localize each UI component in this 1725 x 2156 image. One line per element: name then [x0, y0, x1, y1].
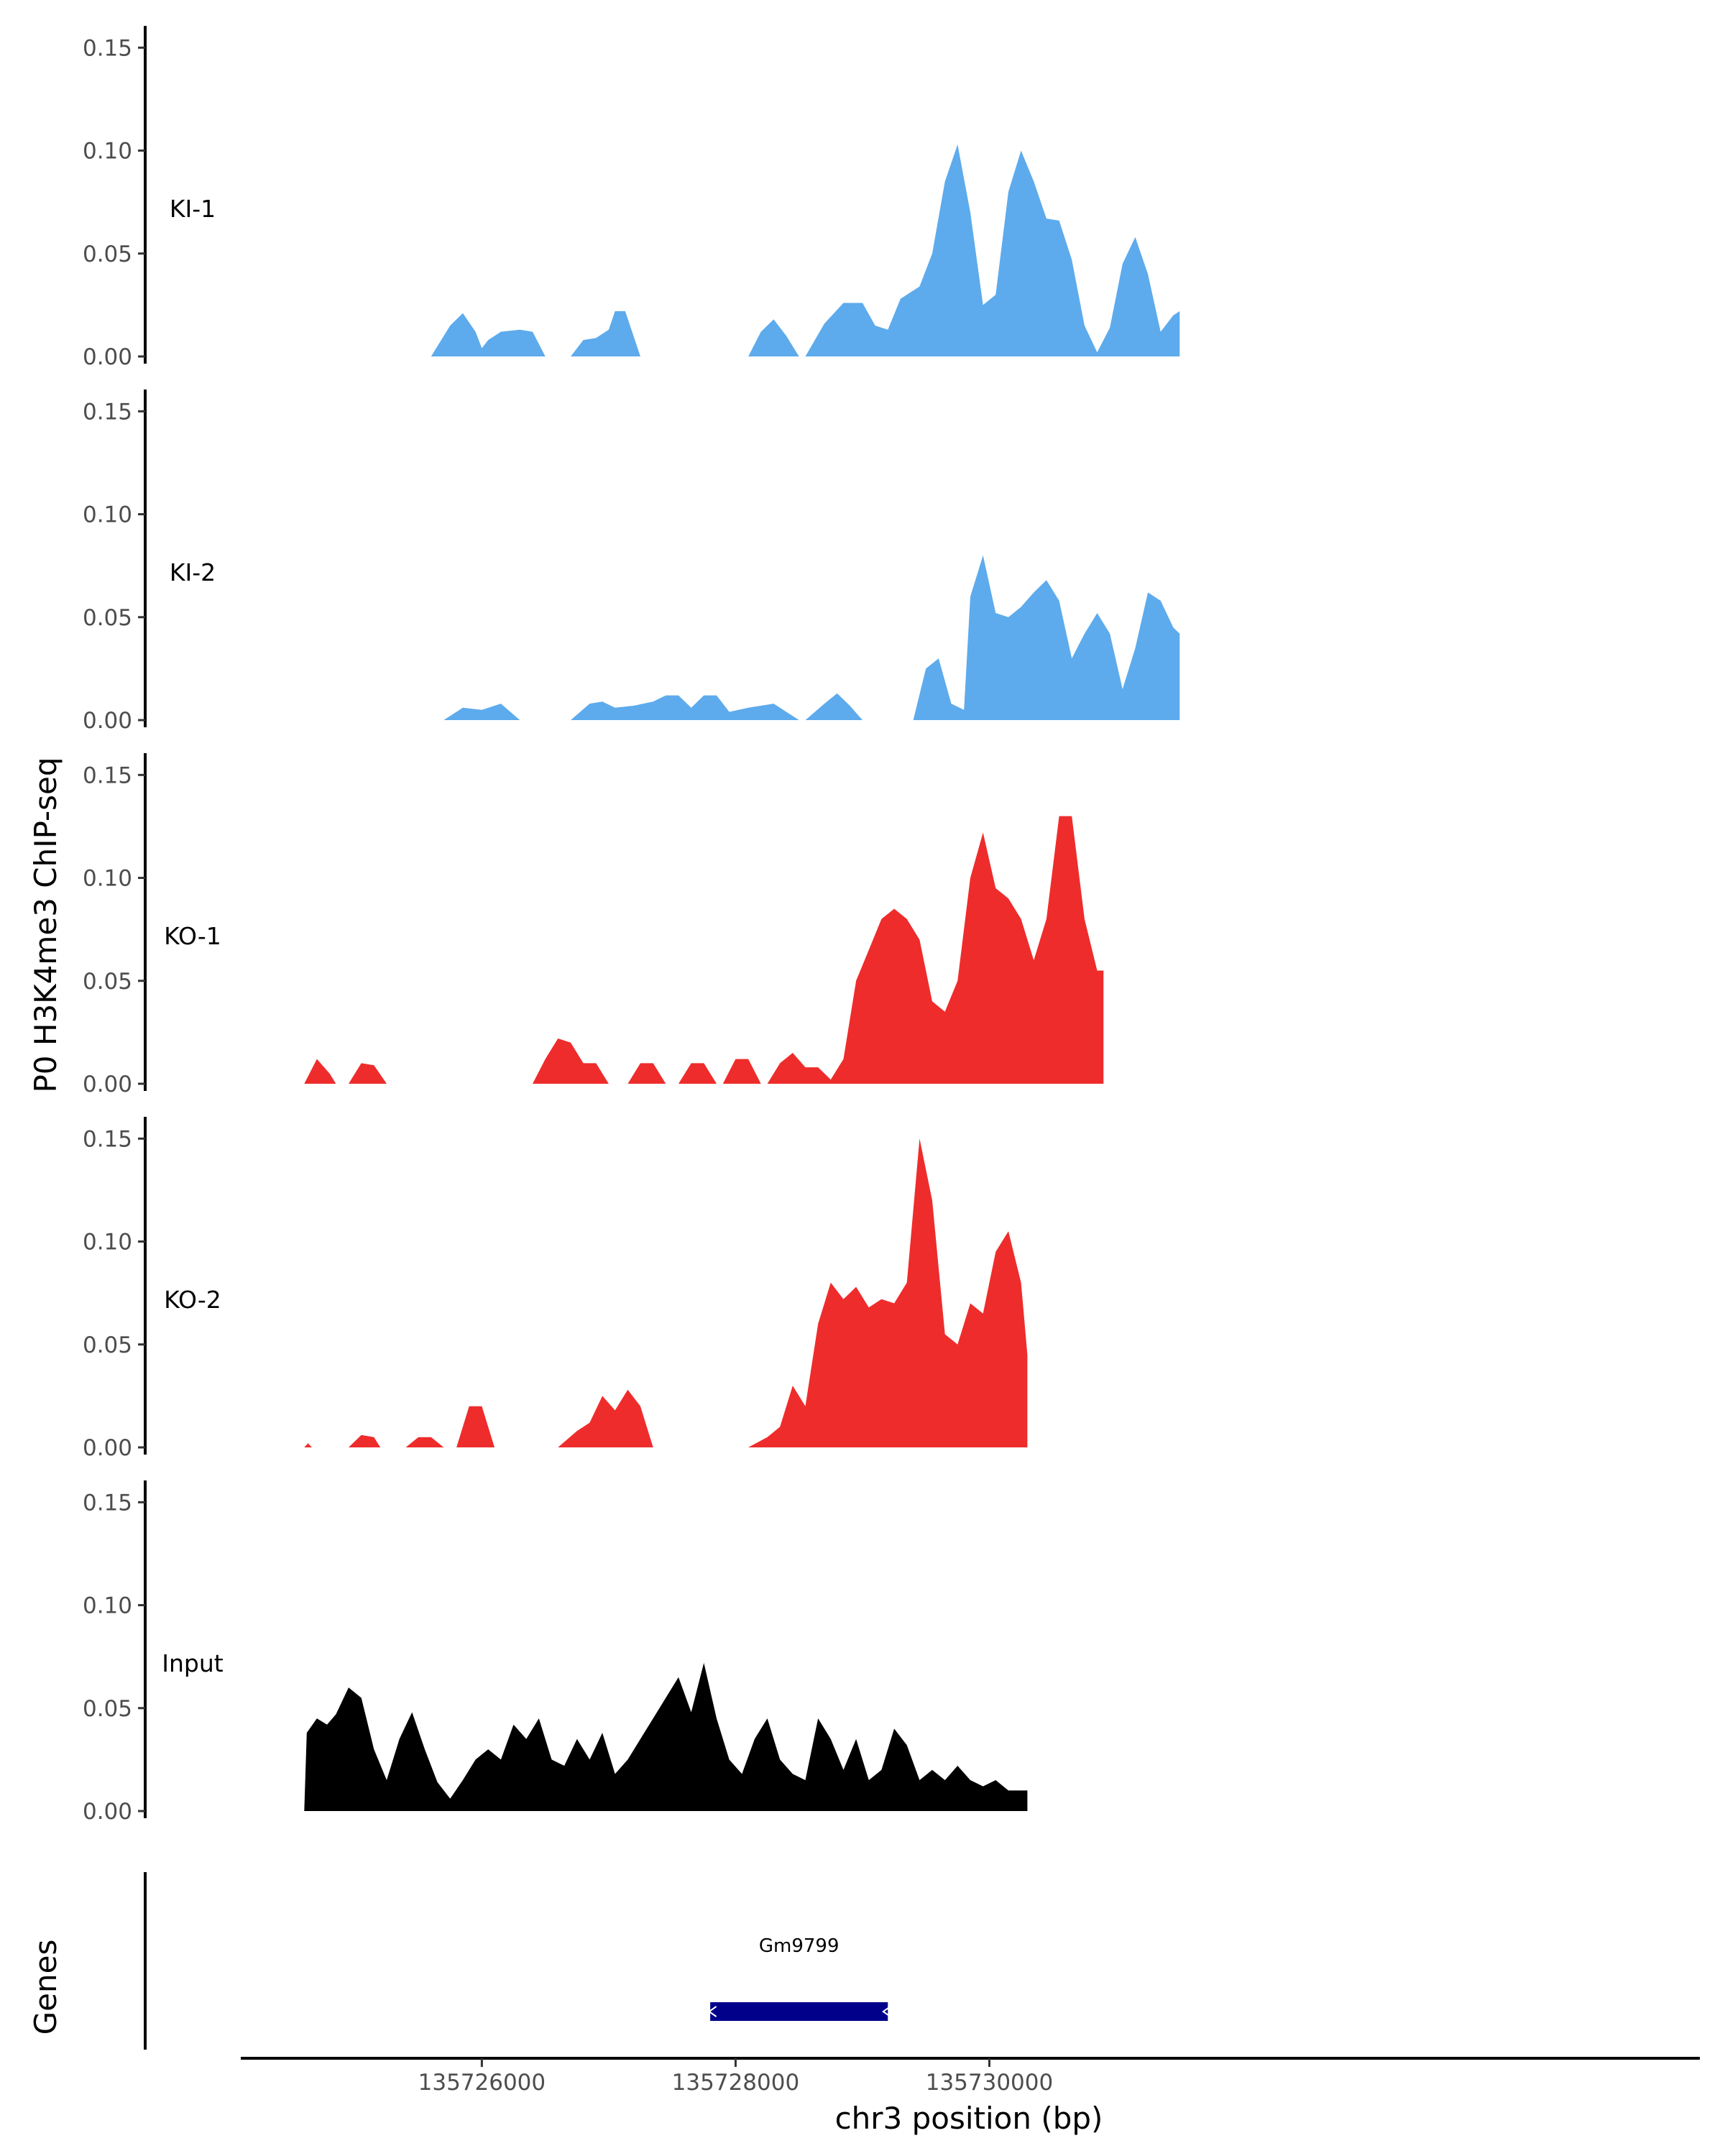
coverage-area [571, 311, 640, 356]
genes-axis-title: Genes [28, 1940, 63, 2035]
coverage-area [805, 144, 1180, 356]
y-tick-label: 0.10 [83, 139, 132, 165]
y-tick-label: 0.15 [83, 1490, 132, 1516]
coverage-area [571, 695, 799, 720]
y-tick-label: 0.05 [83, 1696, 132, 1722]
coverage-area [456, 1406, 494, 1447]
y-tick-label: 0.10 [83, 502, 132, 528]
y-tick-label: 0.15 [83, 763, 132, 788]
track-label: KO-2 [164, 1286, 221, 1314]
coverage-area [767, 816, 1104, 1084]
genes-panel: Gm9799 [144, 1872, 891, 2050]
track-ko-1: 0.00 0.05 0.10 0.15 KO-1 [83, 753, 1104, 1097]
x-axis-title: chr3 position (bp) [835, 2101, 1103, 2136]
y-tick-label: 0.00 [83, 1435, 132, 1461]
track-ki-2: 0.00 0.05 0.10 0.15 KI-2 [83, 390, 1180, 734]
y-tick-label: 0.00 [83, 1072, 132, 1097]
coverage-area [748, 1138, 1028, 1447]
track-label: Input [162, 1649, 224, 1677]
gene-body [710, 2002, 888, 2021]
coverage-area [304, 1059, 336, 1084]
coverage-area [443, 704, 520, 720]
y-axis-title: P0 H3K4me3 ChIP-seq [28, 757, 63, 1092]
x-tick-label: 135726000 [418, 2070, 546, 2096]
coverage-area [304, 1443, 312, 1447]
coverage-area [678, 1063, 717, 1084]
x-tick-label: 135728000 [672, 2070, 800, 2096]
y-tick-label: 0.00 [83, 708, 132, 734]
coverage-tracks: 0.00 0.05 0.10 0.15 KI-1 0.00 0.05 0.10 0.15 KI-2… [83, 26, 1180, 1825]
y-tick-label: 0.10 [83, 866, 132, 892]
coverage-area [431, 313, 546, 356]
y-tick-label: 0.15 [83, 1126, 132, 1152]
coverage-area [627, 1063, 666, 1084]
y-tick-label: 0.00 [83, 1799, 132, 1825]
y-tick-label: 0.10 [83, 1593, 132, 1619]
x-tick-label: 135730000 [926, 2070, 1054, 2096]
y-tick-label: 0.05 [83, 969, 132, 995]
coverage-area [349, 1063, 387, 1084]
track-label: KI-1 [170, 195, 216, 223]
coverage-area [304, 1662, 1028, 1811]
strand-arrow [707, 2006, 717, 2017]
y-tick-label: 0.10 [83, 1230, 132, 1256]
track-input: 0.00 0.05 0.10 0.15 Input [83, 1480, 1028, 1825]
track-label: KI-2 [170, 558, 216, 586]
coverage-area [533, 1038, 609, 1084]
track-ki-1: 0.00 0.05 0.10 0.15 KI-1 [83, 26, 1180, 370]
coverage-area [913, 555, 1180, 720]
y-tick-label: 0.15 [83, 35, 132, 61]
track-label: KO-1 [164, 922, 221, 950]
y-tick-label: 0.05 [83, 605, 132, 631]
y-tick-label: 0.00 [83, 344, 132, 370]
y-tick-label: 0.15 [83, 399, 132, 425]
coverage-area [349, 1434, 381, 1447]
coverage-area [748, 319, 799, 356]
gene-label: Gm9799 [759, 1935, 840, 1957]
track-ko-2: 0.00 0.05 0.10 0.15 KO-2 [83, 1117, 1028, 1461]
coverage-area [805, 693, 862, 720]
y-tick-label: 0.05 [83, 1332, 132, 1358]
coverage-area [405, 1437, 444, 1447]
coverage-area [722, 1059, 761, 1084]
coverage-area [558, 1389, 653, 1447]
strand-arrow [882, 2006, 891, 2017]
y-tick-label: 0.05 [83, 241, 132, 267]
x-axis: 135726000 135728000 135730000 [241, 2057, 1700, 2096]
